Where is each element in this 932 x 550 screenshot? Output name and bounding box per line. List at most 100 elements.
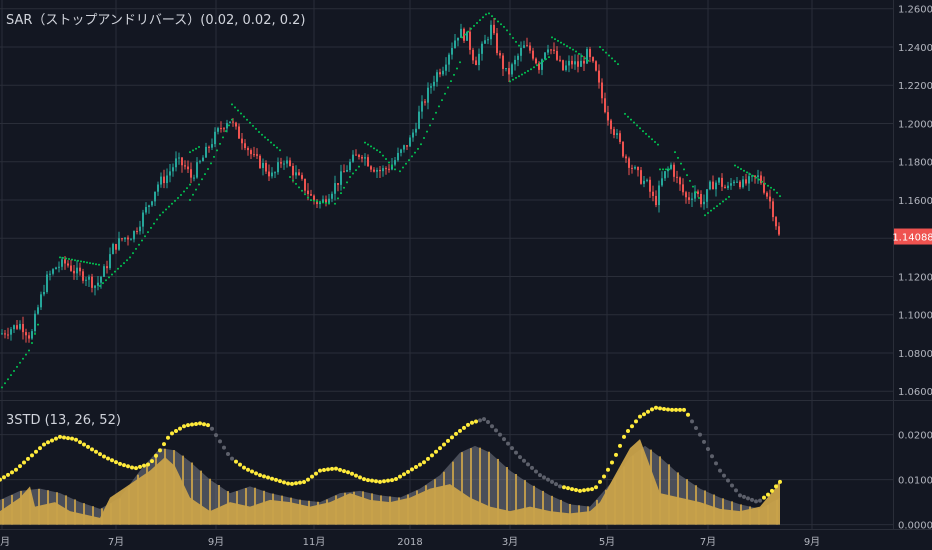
- std-dot: [658, 406, 662, 411]
- sar-dot: [270, 141, 272, 144]
- std-dot: [62, 435, 66, 440]
- sar-dot: [642, 130, 644, 133]
- sar-dot: [304, 193, 306, 196]
- candle: [727, 181, 729, 190]
- candle: [25, 328, 27, 343]
- std-dot: [102, 454, 106, 459]
- sar-dot: [476, 22, 478, 25]
- sar-dot: [414, 151, 416, 154]
- candle: [421, 95, 423, 119]
- std-bar: [767, 504, 769, 525]
- sar-dot: [494, 17, 496, 20]
- sar-dot: [186, 187, 188, 190]
- sar-dot: [767, 184, 769, 187]
- sar-dot: [533, 66, 535, 69]
- candle: [649, 176, 651, 198]
- last-price-background: [894, 228, 932, 245]
- sub-indicator-title[interactable]: 3STD (13, 26, 52): [6, 413, 121, 428]
- candle: [592, 56, 594, 63]
- std-dot: [474, 419, 478, 424]
- sar-dot: [237, 109, 239, 112]
- candle: [103, 264, 105, 278]
- candle: [778, 222, 780, 236]
- std-dot: [274, 477, 278, 482]
- sar-dot: [267, 138, 269, 141]
- std-dot: [590, 487, 594, 492]
- std-dot: [326, 467, 330, 472]
- candle: [409, 135, 411, 147]
- std-dot: [526, 462, 530, 467]
- std-dot: [290, 481, 294, 486]
- candle: [562, 59, 564, 72]
- time-tick: 5月: [0, 536, 10, 548]
- sar-dot: [159, 214, 161, 217]
- std-dot: [594, 485, 598, 490]
- sar-dot: [527, 70, 529, 73]
- sar-dot: [740, 167, 742, 170]
- candle: [634, 165, 636, 170]
- time-axis: 5月 7月 9月 11月 2018 3月 5月 7月 9月: [0, 536, 820, 548]
- candle: [628, 156, 630, 176]
- candle: [673, 162, 675, 182]
- sub-price-axis: 0.0200 0.0100 0.0000: [898, 431, 932, 532]
- sar-dot: [370, 145, 372, 148]
- candle: [256, 148, 258, 159]
- std-dot: [206, 423, 210, 428]
- std-bar: [371, 493, 373, 525]
- sar-dot: [411, 155, 413, 158]
- std-dot: [550, 479, 554, 484]
- std-dot: [406, 469, 410, 474]
- candle: [214, 127, 216, 148]
- main-indicator-title[interactable]: SAR（ストップアンドリバース）(0.02, 0.02, 0.2): [6, 13, 306, 28]
- candle: [631, 164, 633, 174]
- candle: [199, 159, 201, 164]
- candle: [364, 153, 366, 166]
- candle: [670, 162, 672, 171]
- candle: [118, 231, 120, 251]
- sar-dot: [334, 202, 336, 205]
- candle: [157, 181, 159, 196]
- sar-dot: [648, 135, 650, 138]
- std-dot: [338, 467, 342, 472]
- std-dot: [126, 464, 130, 469]
- candle: [355, 149, 357, 156]
- sar-dot: [633, 121, 635, 124]
- sar-dot: [617, 63, 619, 66]
- time-tick: 9月: [208, 536, 224, 548]
- candle: [637, 166, 639, 177]
- std-dot: [194, 421, 198, 426]
- sar-dot: [180, 193, 182, 196]
- std-dot: [470, 420, 474, 425]
- sar-dot: [189, 198, 191, 201]
- sar-dot: [566, 45, 568, 48]
- sar-dot: [7, 378, 9, 381]
- std-dot: [266, 475, 270, 480]
- std-dot: [698, 432, 702, 437]
- candle: [502, 53, 504, 77]
- sar-dot: [722, 200, 724, 203]
- sar-dot: [450, 80, 452, 83]
- sar-dot: [584, 57, 586, 60]
- sar-dot: [195, 188, 197, 191]
- std-bar: [182, 455, 184, 525]
- sar-dot: [464, 33, 466, 36]
- sar-dot: [240, 112, 242, 115]
- candle: [124, 237, 126, 242]
- sar-dot: [614, 60, 616, 63]
- std-bar: [146, 463, 148, 525]
- std-bar: [308, 500, 310, 525]
- std-dot: [518, 455, 522, 460]
- std-dot: [582, 488, 586, 493]
- std-dot: [222, 445, 226, 450]
- candle: [250, 148, 252, 159]
- std-bar: [74, 499, 76, 525]
- candle: [709, 180, 711, 191]
- std-bar: [713, 494, 715, 525]
- sar-dot: [651, 138, 653, 141]
- sar-dot: [246, 118, 248, 121]
- std-dot: [182, 424, 186, 429]
- std-dot: [186, 423, 190, 428]
- sar-dot: [557, 39, 559, 42]
- sar-dot: [255, 127, 257, 130]
